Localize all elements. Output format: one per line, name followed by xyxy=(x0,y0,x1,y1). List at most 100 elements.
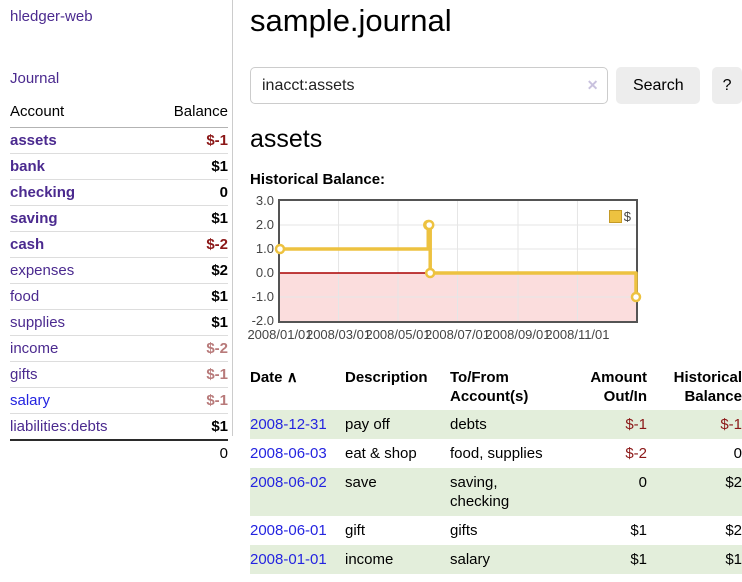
accounts-header-row: Account Balance xyxy=(10,103,228,128)
transaction-date-link[interactable]: 2008-01-01 xyxy=(250,551,327,568)
sidebar-account-link[interactable]: checking xyxy=(10,184,76,201)
chart-legend: $ xyxy=(608,209,631,224)
transaction-description: income xyxy=(345,551,394,568)
search-form: ✕ Search ? xyxy=(250,67,742,104)
account-row: liabilities:debts $1 xyxy=(10,413,228,441)
accounts-total-value: 0 xyxy=(150,439,228,466)
transaction-accounts: salary xyxy=(450,551,491,568)
register-row: 2008-12-31 pay off debts $-1 $-1 xyxy=(250,410,742,439)
sidebar-item-journal[interactable]: Journal xyxy=(10,70,60,87)
y-tick-label: -2.0 xyxy=(251,313,274,328)
x-tick-label: 2008/11/01 xyxy=(545,327,610,342)
transaction-balance: $2 xyxy=(725,522,742,539)
legend-swatch-icon xyxy=(608,210,622,223)
account-balance: $2 xyxy=(211,262,228,279)
transaction-balance: 0 xyxy=(733,445,742,462)
transaction-amount: 0 xyxy=(638,474,647,491)
transaction-date-link[interactable]: 2008-06-03 xyxy=(250,445,327,462)
y-tick-label: 1.0 xyxy=(255,241,274,256)
y-tick-label: 2.0 xyxy=(255,217,274,232)
register-row: 2008-06-01 gift gifts $1 $2 xyxy=(250,516,742,545)
transaction-amount: $1 xyxy=(630,522,647,539)
account-balance: $1 xyxy=(211,158,228,175)
account-row: bank $1 xyxy=(10,153,228,180)
clear-search-icon[interactable]: ✕ xyxy=(586,77,599,93)
register-header-description: Description xyxy=(345,369,428,386)
transaction-accounts: gifts xyxy=(450,522,478,539)
account-row: assets $-1 xyxy=(10,128,228,154)
register-row: 2008-01-01 income salary $1 $1 xyxy=(250,545,742,574)
sidebar-account-link[interactable]: cash xyxy=(10,236,45,253)
sidebar-account-link[interactable]: food xyxy=(10,288,40,305)
account-balance: $-2 xyxy=(206,340,228,357)
account-balance: $-1 xyxy=(206,132,228,149)
y-tick-label: 0.0 xyxy=(255,265,274,280)
register-header-date[interactable]: Date ∧ xyxy=(250,369,298,386)
sidebar-account-link[interactable]: gifts xyxy=(10,366,38,383)
transaction-date-link[interactable]: 2008-06-02 xyxy=(250,474,327,491)
transaction-accounts: debts xyxy=(450,416,487,433)
search-button[interactable]: Search xyxy=(616,67,701,104)
transaction-balance: $2 xyxy=(725,474,742,491)
register-header-accounts: To/From Account(s) xyxy=(450,369,529,405)
transaction-date-link[interactable]: 2008-06-01 xyxy=(250,522,327,539)
transaction-description: gift xyxy=(345,522,366,539)
transaction-date-link[interactable]: 2008-12-31 xyxy=(250,416,327,433)
register-table: Date ∧ Description To/From Account(s) Am… xyxy=(250,366,742,574)
x-tick-label: 2008/07/01 xyxy=(424,327,491,342)
account-balance: $1 xyxy=(211,210,228,227)
sidebar-account-link[interactable]: liabilities:debts xyxy=(10,418,108,435)
transaction-balance: $1 xyxy=(725,551,742,568)
sidebar-account-link[interactable]: supplies xyxy=(10,314,66,331)
register-header-balance: Historical Balance xyxy=(673,369,742,405)
y-tick-label: -1.0 xyxy=(251,289,274,304)
sidebar: hledger-web Journal Account Balance asse… xyxy=(0,0,233,466)
account-row: food $1 xyxy=(10,283,228,310)
x-tick-label: 2008/03/01 xyxy=(305,327,372,342)
legend-label: $ xyxy=(623,209,631,224)
sidebar-account-link[interactable]: income xyxy=(10,340,59,357)
sort-ascending-icon: ∧ xyxy=(286,369,298,386)
account-row: cash $-2 xyxy=(10,231,228,258)
transaction-amount: $-2 xyxy=(625,445,647,462)
accounts-header-account: Account xyxy=(10,103,65,120)
accounts-table: Account Balance assets $-1 bank $1 checking 0… xyxy=(10,103,228,466)
historical-balance-chart: $ 3.0 2.0 1.0 0.0 -1.0 -2.0 2008/01/01 2008/03/… xyxy=(247,193,742,345)
sidebar-account-link[interactable]: saving xyxy=(10,210,58,227)
account-balance: $1 xyxy=(211,418,228,435)
register-row: 2008-06-02 save saving, checking 0 $2 xyxy=(250,468,742,516)
account-row: gifts $-1 xyxy=(10,361,228,388)
search-box: ✕ xyxy=(250,67,609,104)
account-balance: $1 xyxy=(211,288,228,305)
sidebar-account-link[interactable]: expenses xyxy=(10,262,75,279)
search-input[interactable] xyxy=(250,67,609,104)
account-balance: 0 xyxy=(219,184,228,201)
sidebar-account-link[interactable]: salary xyxy=(10,392,51,409)
accounts-header-balance: Balance xyxy=(173,103,228,120)
account-row: checking 0 xyxy=(10,179,228,206)
account-balance: $1 xyxy=(211,314,228,331)
account-balance: $-1 xyxy=(206,366,228,383)
register-header-amount: Amount Out/In xyxy=(590,369,647,405)
transaction-amount: $-1 xyxy=(625,416,647,433)
account-row: supplies $1 xyxy=(10,309,228,336)
x-tick-label: 2008/09/01 xyxy=(485,327,551,342)
sidebar-account-link[interactable]: assets xyxy=(10,132,57,149)
chart-svg xyxy=(274,201,642,321)
account-balance: $-2 xyxy=(206,236,228,253)
sidebar-account-link[interactable]: bank xyxy=(10,158,46,175)
account-balance: $-1 xyxy=(206,392,228,409)
account-row: saving $1 xyxy=(10,205,228,232)
transaction-accounts: food, supplies xyxy=(450,445,543,462)
account-heading: assets xyxy=(250,125,323,153)
account-row: expenses $2 xyxy=(10,257,228,284)
transaction-accounts: saving, checking xyxy=(450,474,510,510)
accounts-total-row: 0 xyxy=(10,439,228,466)
x-tick-label: 2008/01/01 xyxy=(247,327,313,342)
account-row: salary $-1 xyxy=(10,387,228,414)
transaction-amount: $1 xyxy=(630,551,647,568)
transaction-balance: $-1 xyxy=(720,416,742,433)
app-title-link[interactable]: hledger-web xyxy=(10,8,93,25)
help-button[interactable]: ? xyxy=(712,67,742,104)
transaction-description: pay off xyxy=(345,416,390,433)
